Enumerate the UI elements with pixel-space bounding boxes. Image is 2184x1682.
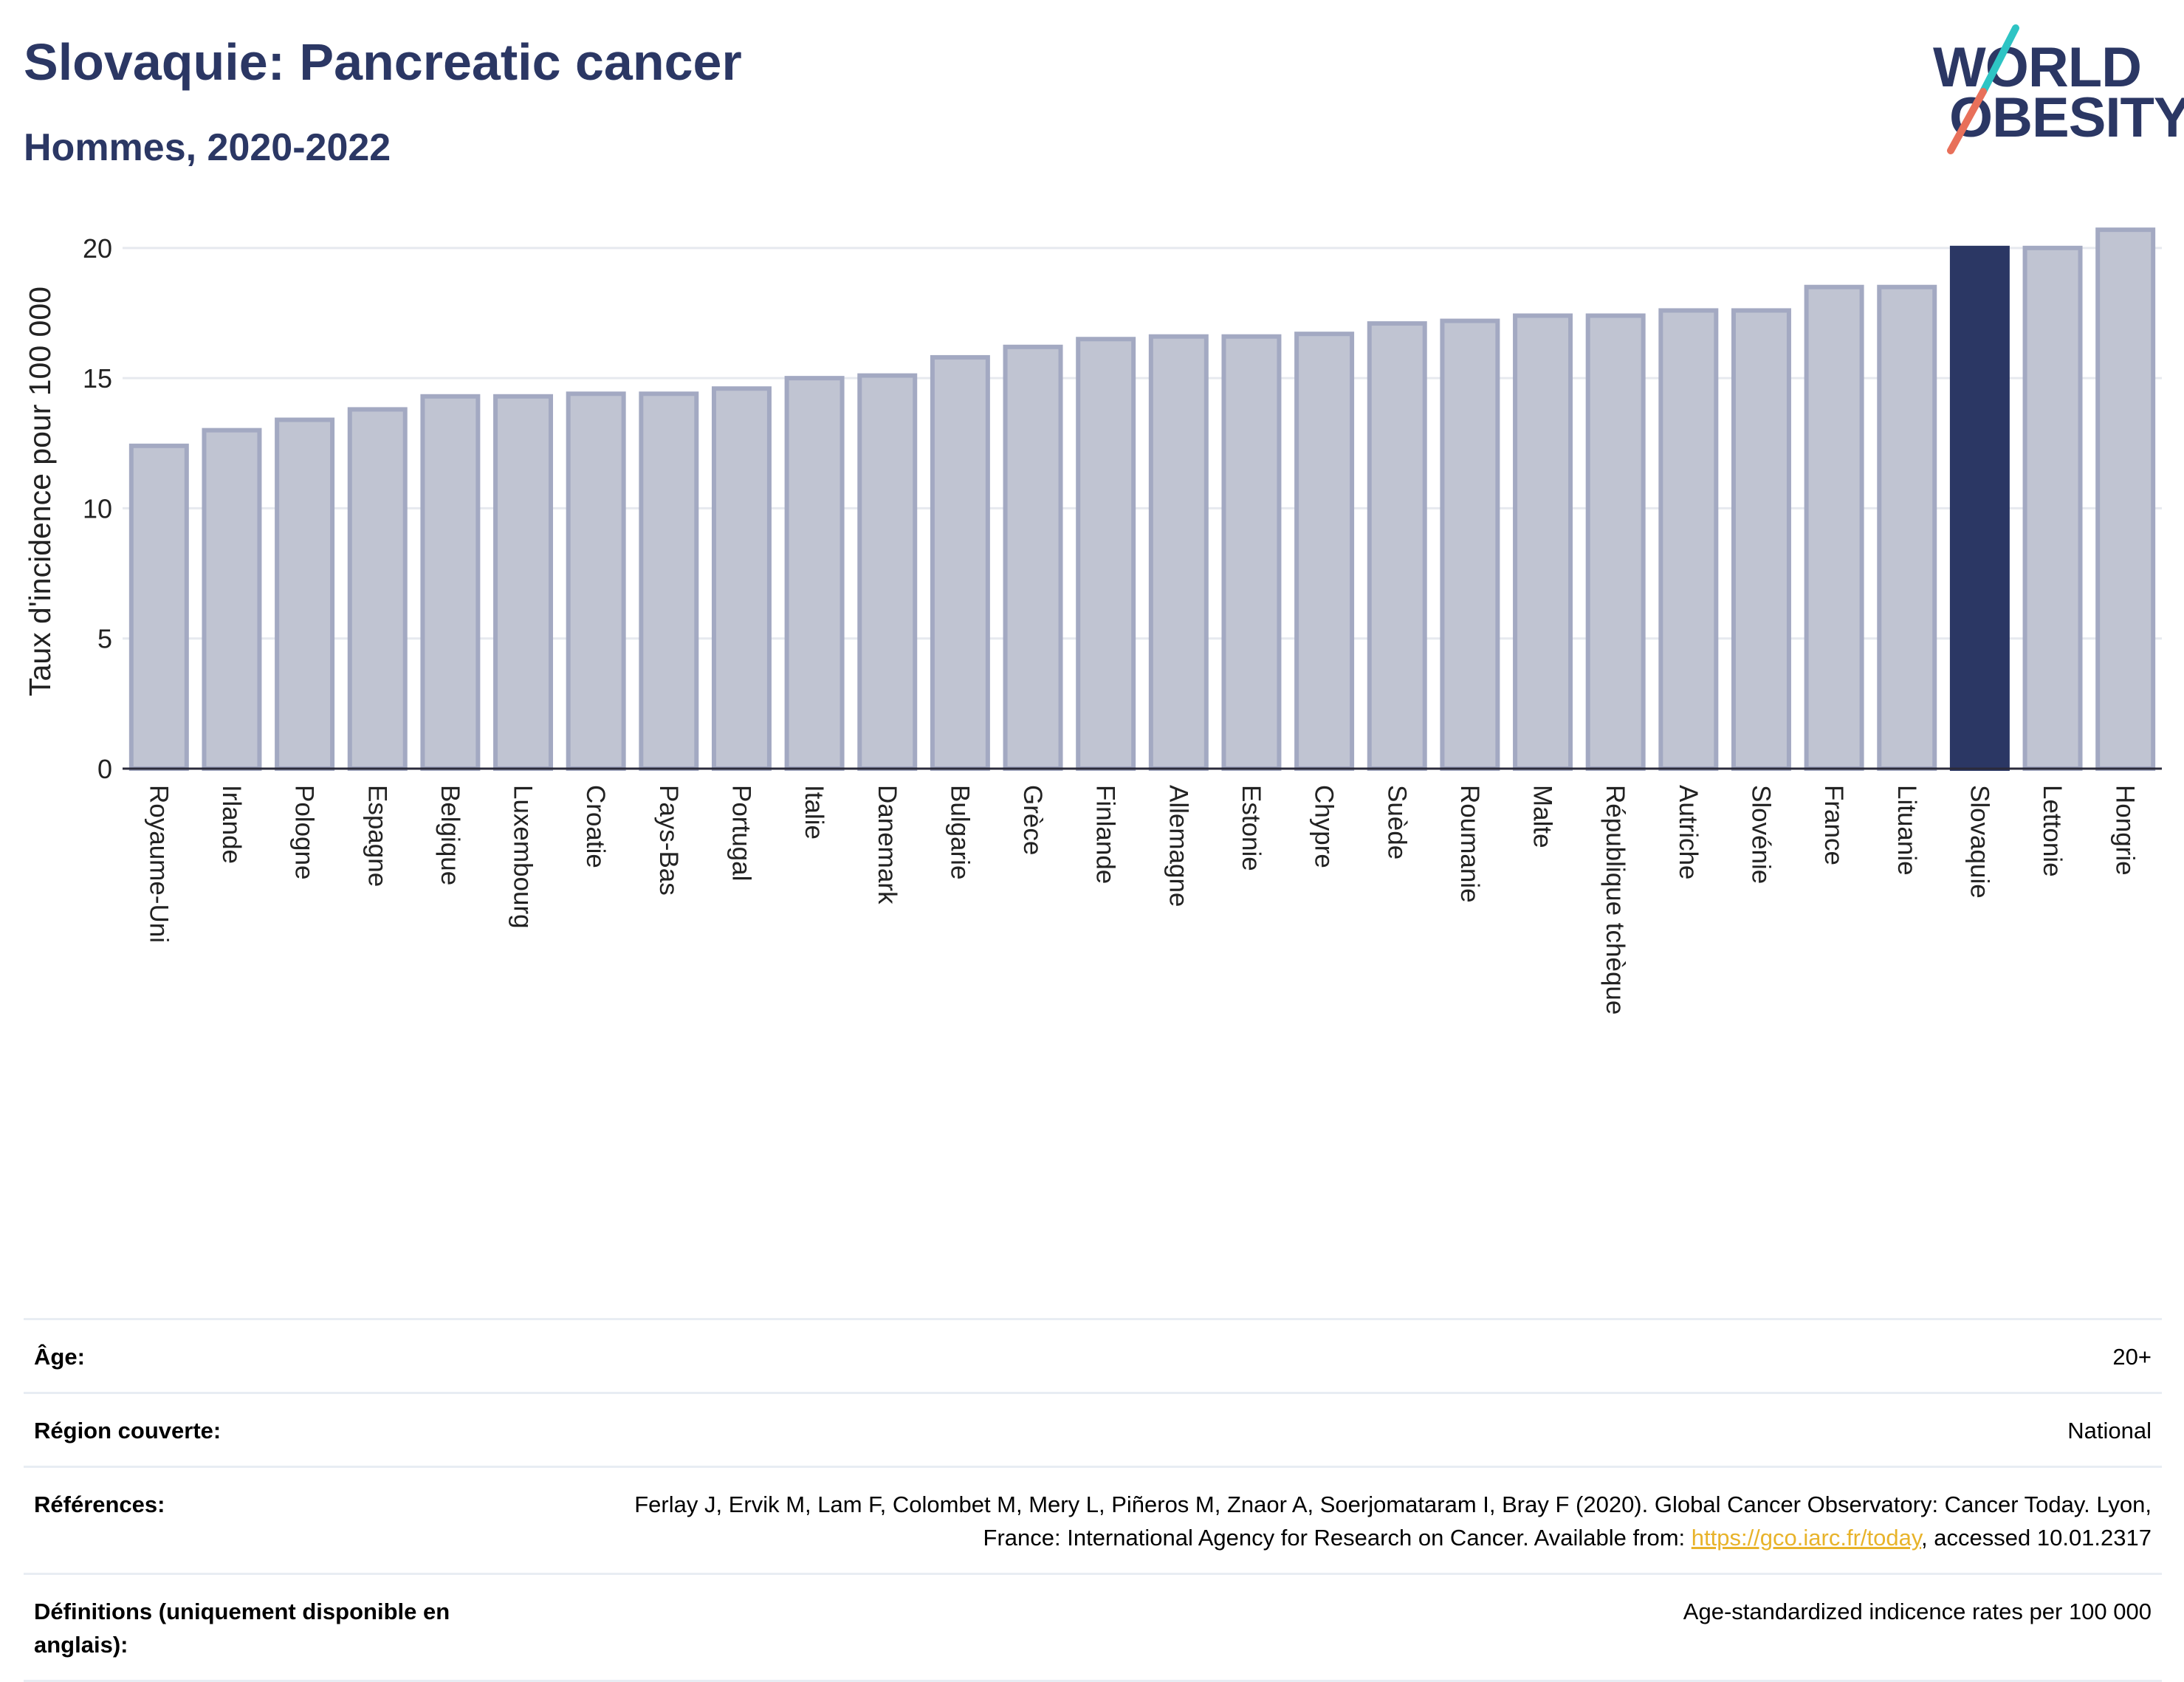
x-tick-label: Portugal [727, 785, 755, 881]
bar [2095, 227, 2156, 772]
bar [711, 386, 772, 771]
chart-subtitle: Hommes, 2020-2022 [24, 126, 391, 169]
logo-slash-icon [1947, 24, 2019, 154]
x-tick-label: Croatie [581, 785, 610, 868]
bar [784, 376, 845, 771]
bar-highlighted [1949, 245, 2010, 771]
bar [1076, 337, 1136, 771]
x-tick-label: Royaume-Uni [144, 785, 173, 943]
x-tick-label: France [1819, 785, 1848, 865]
chart-title: Slovaquie: Pancreatic cancer [24, 33, 742, 91]
x-tick-label: Pays-Bas [654, 785, 683, 896]
bar [1294, 332, 1355, 771]
bar [1877, 284, 1937, 771]
meta-value: Age-standardized indicence rates per 100… [1683, 1598, 2152, 1624]
x-tick-label: Allemagne [1164, 785, 1192, 907]
x-tick-label: Luxembourg [509, 785, 538, 929]
bar [202, 428, 262, 771]
meta-label: Âge: [34, 1344, 85, 1370]
bar [2022, 245, 2083, 771]
x-tick-label: Suède [1382, 785, 1411, 859]
meta-label: Références: [34, 1491, 165, 1517]
meta-row-age: Âge: 20+ [24, 1318, 2162, 1392]
bar [493, 394, 554, 771]
bar [1440, 318, 1500, 771]
bar [1148, 334, 1209, 771]
bar-layer [128, 227, 2156, 772]
meta-label: Région couverte: [34, 1417, 222, 1444]
x-tick-label: Bulgarie [945, 785, 974, 879]
bar [639, 391, 699, 771]
x-tick-label: Lituanie [1892, 785, 1921, 876]
meta-label: Définitions (uniquement disponible en an… [34, 1598, 450, 1658]
reference-text: Ferlay J, Ervik M, Lam F, Colombet M, Me… [634, 1491, 2152, 1551]
metadata-table: Âge: 20+ Région couverte: National Référ… [24, 1318, 2162, 1682]
bar-chart: 0 5 10 15 20 Taux d'incidence pour 100 000 Roy… [0, 192, 2184, 1152]
y-axis-title: Taux d'incidence pour 100 000 [23, 286, 57, 696]
meta-value: 20+ [2112, 1344, 2152, 1370]
meta-value: National [2067, 1417, 2152, 1444]
bar [1658, 308, 1719, 772]
x-tick-label: Slovaquie [1965, 785, 1994, 899]
label-layer: 0 5 10 15 20 Taux d'incidence pour 100 000 Roy… [23, 233, 2140, 1015]
meta-value-references: Ferlay J, Ervik M, Lam F, Colombet M, Me… [564, 1489, 2152, 1555]
bar [1585, 313, 1646, 772]
x-tick-label: Estonie [1237, 785, 1266, 871]
reference-link[interactable]: https://gco.iarc.fr/today [1691, 1524, 1922, 1551]
bar [1731, 308, 1791, 772]
bar [1367, 321, 1427, 771]
x-tick-label: Lettonie [2038, 785, 2067, 877]
bar [1003, 344, 1063, 771]
logo-text-obesity: OBESITY [1949, 86, 2184, 149]
bar [857, 373, 918, 771]
y-tick-label: 20 [83, 233, 112, 264]
x-tick-label: République tchèque [1601, 785, 1630, 1015]
x-tick-label: Danemark [873, 785, 902, 904]
bar [1513, 313, 1573, 772]
x-tick-label: Pologne [290, 785, 319, 879]
bar [347, 407, 408, 771]
world-obesity-logo: WORLD OBESITY [1927, 21, 2184, 161]
bar-chart-svg: 0 5 10 15 20 Taux d'incidence pour 100 000 Roy… [23, 227, 2162, 1015]
y-tick-label: 10 [83, 493, 112, 524]
meta-row-definitions: Définitions (uniquement disponible en an… [24, 1572, 2162, 1682]
bar [128, 443, 189, 771]
bar [566, 391, 626, 771]
x-tick-label: Slovénie [1746, 785, 1775, 884]
bar [420, 394, 481, 771]
bar [1804, 284, 1864, 771]
x-tick-label: Roumanie [1455, 785, 1484, 903]
meta-row-region: Région couverte: National [24, 1391, 2162, 1466]
reference-accessed: , accessed 10.01.2317 [1921, 1524, 2152, 1551]
y-tick-label: 15 [83, 363, 112, 394]
bar [930, 354, 990, 772]
x-tick-label: Belgique [436, 785, 464, 885]
meta-row-references: Références: Ferlay J, Ervik M, Lam F, Co… [24, 1465, 2162, 1573]
x-tick-label: Italie [800, 785, 828, 840]
bar [1221, 334, 1282, 771]
y-tick-label: 5 [97, 624, 112, 654]
logo-text-world: WORLD [1933, 36, 2142, 99]
x-tick-label: Autriche [1674, 785, 1703, 879]
x-tick-label: Finlande [1091, 785, 1120, 884]
bar [275, 417, 335, 771]
x-tick-label: Irlande [217, 785, 246, 864]
x-tick-label: Hongrie [2111, 785, 2140, 876]
x-tick-label: Chypre [1310, 785, 1339, 868]
x-tick-label: Grèce [1018, 785, 1047, 855]
x-tick-label: Espagne [363, 785, 391, 887]
x-tick-label: Malte [1528, 785, 1557, 848]
y-tick-label: 0 [97, 754, 112, 784]
